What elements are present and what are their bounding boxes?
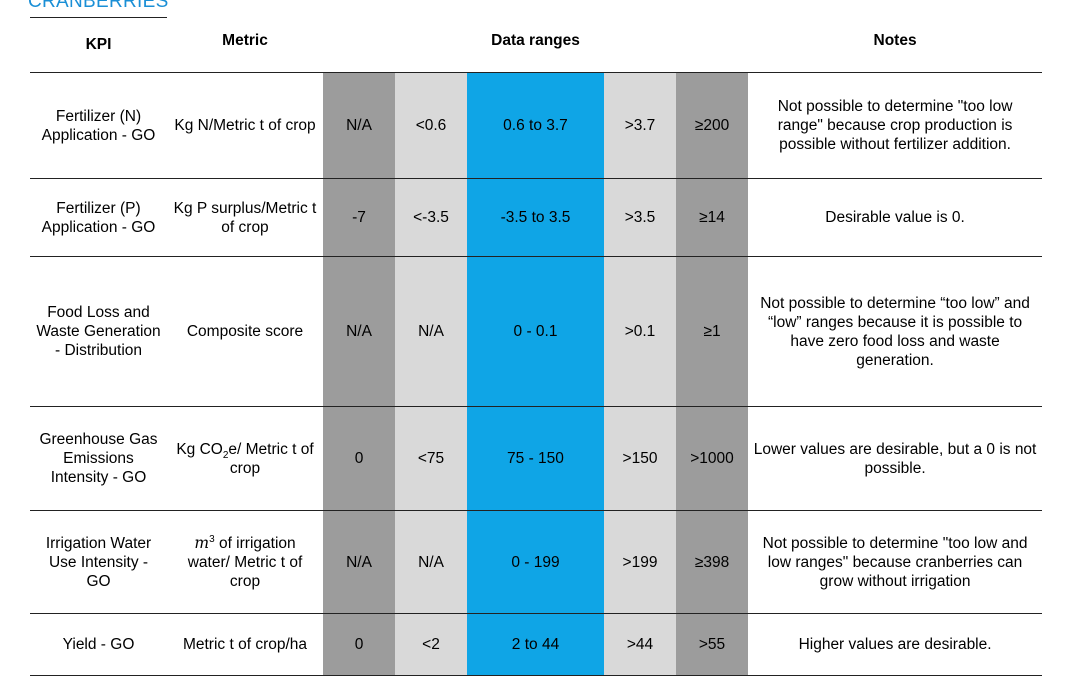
metric-text-rest: of irrigation water/ Metric t of crop [187,534,303,590]
notes-cell: Not possible to determine "too low and l… [762,534,1028,590]
table-row: Yield - GO Metric t of crop/ha 0 <2 2 to… [30,613,1043,676]
metric-symbol: m [194,533,210,552]
metric-superscript: 3 [209,533,215,545]
range-low: <0.6 [395,72,467,179]
range-too-high: ≥398 [676,510,749,614]
range-high: >199 [604,510,676,614]
range-low: <2 [395,613,467,676]
notes-cell: Lower values are desirable, but a 0 is n… [753,440,1037,477]
table-row: Greenhouse Gas Emissions Intensity - GO … [30,406,1043,511]
range-too-high: ≥1 [676,256,749,407]
range-too-low: N/A [323,510,395,614]
range-low: N/A [395,510,467,614]
range-low: <75 [395,406,467,511]
range-desirable: 0 - 199 [467,510,604,614]
range-too-low: -7 [323,178,395,257]
table-row: Food Loss and Waste Generation - Distrib… [30,256,1043,407]
header-kpi: KPI [30,17,167,73]
metric-subscript: 2 [222,449,229,461]
kpi-cell: Greenhouse Gas Emissions Intensity - GO [39,431,158,486]
range-desirable: 2 to 44 [467,613,604,676]
range-too-high: ≥200 [676,72,749,179]
metric-text-rest: e/ Metric t of crop [228,440,314,477]
range-high: >0.1 [604,256,676,407]
kpi-data-ranges-table: KPI Metric Data ranges Notes Fertilizer … [30,17,1043,676]
notes-cell: Not possible to determine "too low range… [777,98,1013,153]
metric-cell: Metric t of crop/ha [182,636,308,653]
metric-cell: m3 of irrigation water/ Metric t of crop [167,511,323,614]
header-row: KPI Metric Data ranges Notes [30,17,1043,73]
range-too-high: >1000 [676,406,749,511]
header-data-ranges: Data ranges [323,17,749,73]
range-high: >3.7 [604,72,676,179]
range-high: >44 [604,613,676,676]
metric-text: Kg CO [176,440,223,458]
range-high: >150 [604,406,676,511]
range-too-high: ≥14 [676,178,749,257]
range-desirable: 0.6 to 3.7 [467,72,604,179]
notes-cell: Desirable value is 0. [825,209,965,226]
range-low: <-3.5 [395,178,467,257]
range-too-low: N/A [323,256,395,407]
range-too-low: 0 [323,406,395,511]
range-too-low: N/A [323,72,395,179]
kpi-cell: Fertilizer (P) Application - GO [41,199,156,236]
kpi-cell: Fertilizer (N) Application - GO [41,107,156,144]
table-row: Fertilizer (N) Application - GO Kg N/Met… [30,72,1043,179]
table-row: Fertilizer (P) Application - GO Kg P sur… [30,178,1043,257]
range-too-low: 0 [323,613,395,676]
metric-cell: Kg N/Metric t of crop [174,117,316,134]
metric-cell: Composite score [186,323,304,340]
range-too-high: >55 [676,613,749,676]
page-heading: CRANBERRIES [28,0,169,12]
metric-cell: Kg CO2e/ Metric t of crop [167,407,323,511]
metric-cell: Kg P surplus/Metric t of crop [173,199,317,236]
range-low: N/A [395,256,467,407]
kpi-cell: Food Loss and Waste Generation - Distrib… [36,304,161,359]
notes-cell: Not possible to determine “too low” and … [760,294,1030,369]
notes-cell: Higher values are desirable. [798,636,992,653]
range-desirable: 75 - 150 [467,406,604,511]
range-desirable: 0 - 0.1 [467,256,604,407]
kpi-cell: Yield - GO [62,636,135,653]
header-metric: Metric [167,17,323,73]
range-desirable: -3.5 to 3.5 [467,178,604,257]
range-high: >3.5 [604,178,676,257]
kpi-cell: Irrigation Water Use Intensity - GO [45,534,152,590]
header-notes: Notes [748,17,1043,73]
table-row: Irrigation Water Use Intensity - GO m3 o… [30,510,1043,614]
